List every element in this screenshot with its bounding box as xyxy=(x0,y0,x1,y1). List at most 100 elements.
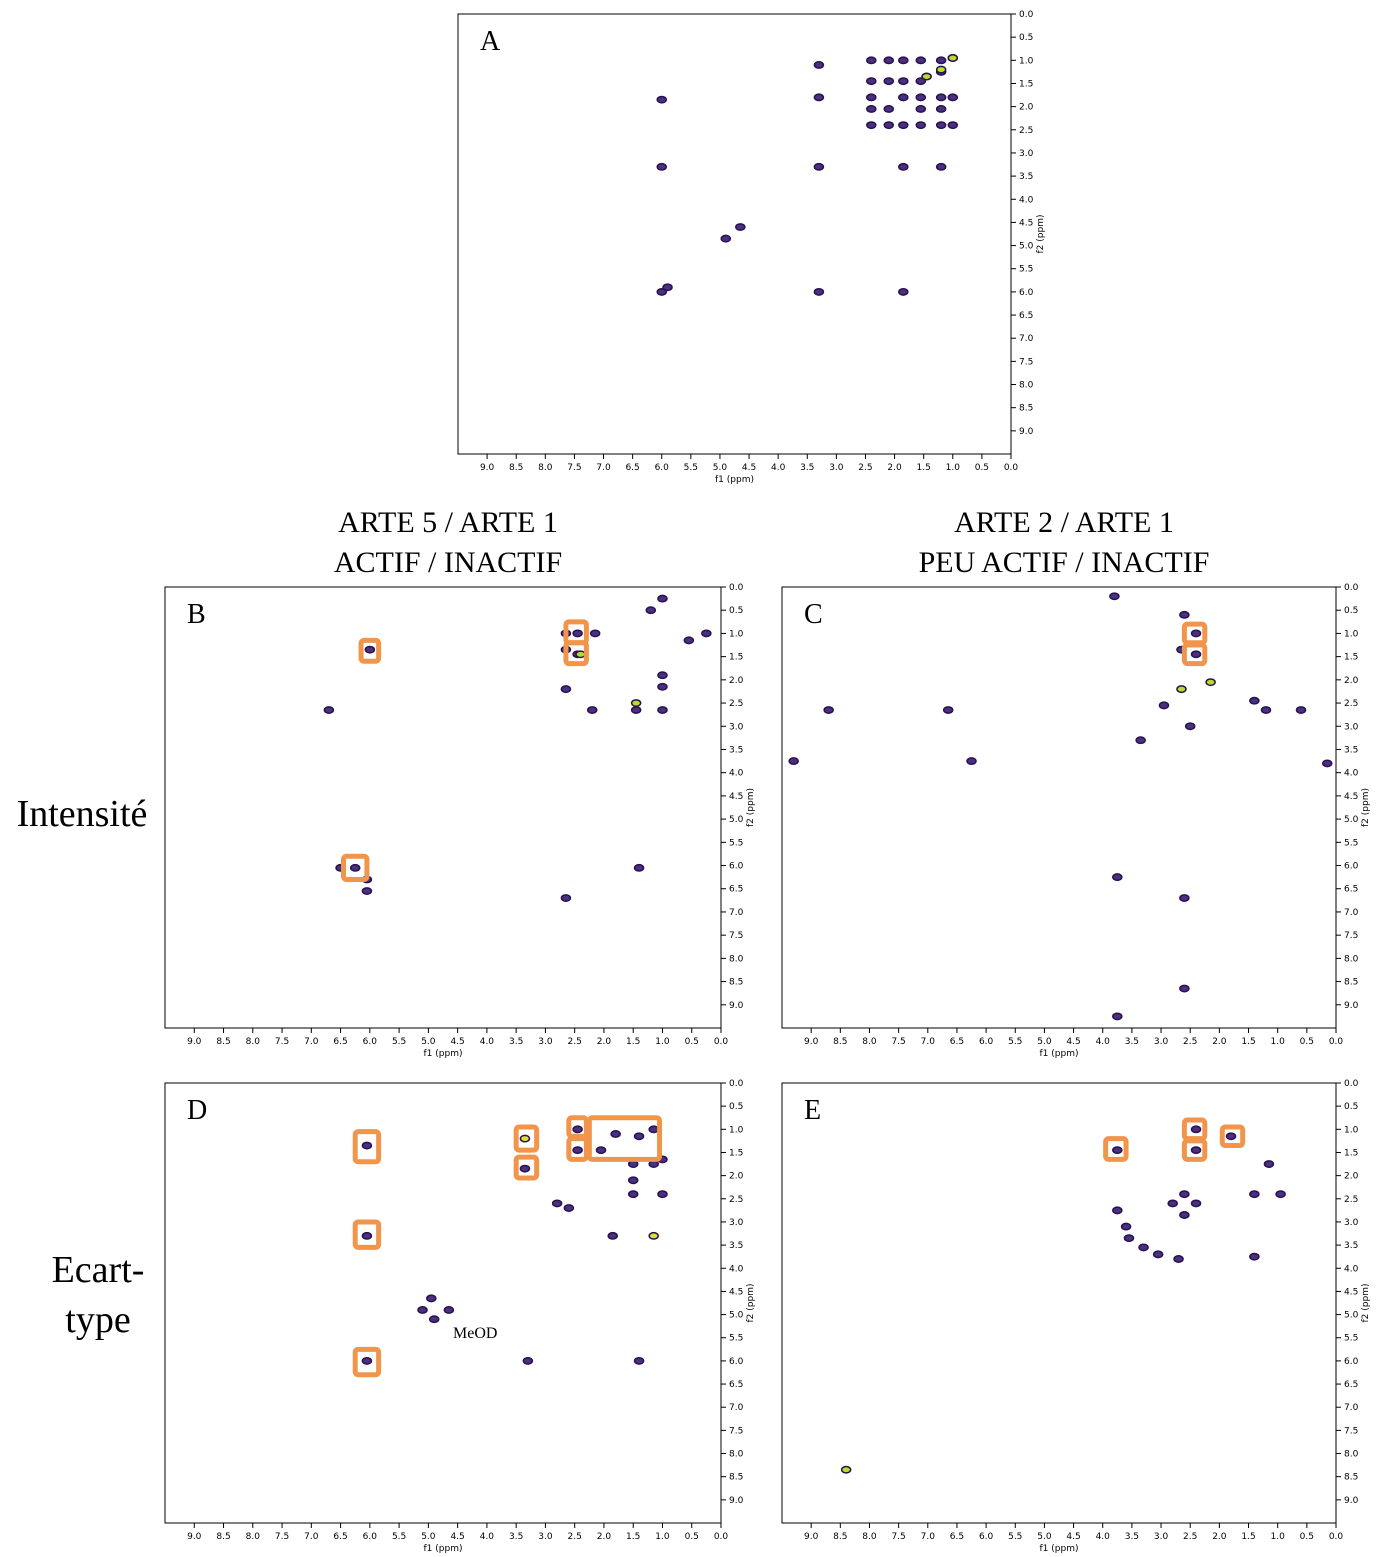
peak xyxy=(1112,873,1123,882)
y-tick-label: 8.5 xyxy=(1344,978,1358,988)
peak xyxy=(426,1294,437,1303)
plot-frame xyxy=(457,13,1012,455)
y-tick-label: 2.0 xyxy=(1344,676,1359,686)
peak xyxy=(866,104,877,113)
x-tick-label: 1.0 xyxy=(655,1037,670,1047)
y-tick-label: 1.5 xyxy=(1344,653,1358,663)
peak xyxy=(935,65,947,74)
peak xyxy=(428,1315,440,1324)
x-axis-label: f1 (ppm) xyxy=(1040,1049,1079,1059)
row-label: Ecart- xyxy=(52,1249,145,1291)
peak xyxy=(813,93,825,102)
highlight-box xyxy=(1103,1136,1129,1162)
x-tick-label: 2.5 xyxy=(1183,1532,1197,1542)
highlight-box xyxy=(352,1129,382,1165)
y-tick-label: 4.0 xyxy=(729,769,744,779)
peak xyxy=(1135,736,1146,745)
peak xyxy=(935,121,947,130)
panel-letter: B xyxy=(187,599,206,630)
peak xyxy=(361,1356,373,1365)
y-tick-label: 6.5 xyxy=(1344,885,1358,895)
x-axis-label: f1 (ppm) xyxy=(424,1049,463,1059)
y-tick-label: 3.0 xyxy=(729,722,744,732)
x-tick-label: 2.0 xyxy=(1212,1037,1227,1047)
peak xyxy=(823,706,834,714)
y-tick-label: 4.5 xyxy=(729,1287,743,1297)
y-tick-label: 3.5 xyxy=(1344,745,1358,755)
y-tick-label: 0.0 xyxy=(729,1079,744,1089)
peak xyxy=(648,1231,659,1240)
x-tick-label: 4.0 xyxy=(480,1037,495,1047)
x-tick-label: 3.5 xyxy=(509,1532,523,1542)
peak xyxy=(1176,685,1187,694)
y-tick-label: 1.0 xyxy=(1344,1125,1359,1135)
peak xyxy=(656,95,667,104)
x-tick-label: 8.0 xyxy=(538,463,553,473)
y-tick-label: 8.5 xyxy=(1019,404,1033,414)
y-tick-label: 5.0 xyxy=(1344,1311,1359,1321)
y-tick-label: 0.5 xyxy=(1019,33,1033,43)
peak xyxy=(1109,592,1120,601)
peak xyxy=(883,104,895,113)
peak xyxy=(1322,759,1333,768)
x-tick-label: 4.0 xyxy=(771,463,786,473)
x-tick-label: 6.0 xyxy=(655,463,670,473)
peak xyxy=(947,54,959,62)
x-tick-label: 0.5 xyxy=(685,1037,699,1047)
x-tick-label: 8.5 xyxy=(216,1037,230,1047)
x-tick-label: 1.5 xyxy=(1241,1532,1255,1542)
x-tick-label: 7.5 xyxy=(275,1532,289,1542)
y-tick-label: 8.0 xyxy=(1344,1450,1359,1460)
y-tick-label: 0.5 xyxy=(1344,1102,1358,1112)
y-tick-label: 0.0 xyxy=(729,583,744,593)
y-axis-label: f2 (ppm) xyxy=(1036,215,1046,254)
x-tick-label: 6.5 xyxy=(625,463,639,473)
x-tick-label: 2.5 xyxy=(568,1532,582,1542)
y-tick-label: 4.0 xyxy=(1019,195,1034,205)
x-tick-label: 1.0 xyxy=(1271,1532,1286,1542)
x-tick-label: 0.0 xyxy=(1004,463,1019,473)
peak xyxy=(607,1231,618,1240)
highlight-box xyxy=(358,637,382,664)
y-tick-label: 8.5 xyxy=(729,1473,743,1483)
plot-frame xyxy=(781,586,1337,1029)
y-tick-label: 1.5 xyxy=(729,653,743,663)
peak xyxy=(1295,706,1307,714)
y-tick-label: 4.0 xyxy=(729,1264,744,1274)
peak xyxy=(1158,701,1170,710)
peak xyxy=(519,1164,531,1173)
peak xyxy=(349,863,361,872)
y-tick-label: 3.0 xyxy=(1019,149,1034,159)
y-tick-label: 5.0 xyxy=(1344,815,1359,825)
x-tick-label: 0.0 xyxy=(1329,1532,1344,1542)
peak xyxy=(898,121,909,130)
x-tick-label: 0.0 xyxy=(714,1532,729,1542)
y-tick-label: 2.5 xyxy=(1019,126,1033,136)
peak xyxy=(656,162,667,171)
y-tick-label: 4.5 xyxy=(1019,218,1033,228)
peak xyxy=(947,121,959,130)
y-tick-label: 7.0 xyxy=(1019,334,1034,344)
x-tick-label: 4.0 xyxy=(1096,1037,1111,1047)
peak xyxy=(898,77,909,86)
y-tick-label: 0.5 xyxy=(1344,606,1358,616)
panel: B 9.0 8.5 8.0 7.5 7.0 6.5 6.0 5.5 5.0 4.5 4.0 3.5 3.0… xyxy=(164,583,756,1059)
x-tick-label: 9.0 xyxy=(480,463,495,473)
peak xyxy=(866,93,877,102)
x-tick-label: 9.0 xyxy=(187,1532,202,1542)
peak xyxy=(657,682,668,691)
y-tick-label: 1.0 xyxy=(729,629,744,639)
y-tick-label: 6.0 xyxy=(1344,1357,1359,1367)
peak xyxy=(898,287,909,296)
y-tick-label: 1.0 xyxy=(1019,56,1034,66)
x-tick-label: 7.0 xyxy=(304,1532,319,1542)
y-tick-label: 5.5 xyxy=(1019,265,1033,275)
peak xyxy=(1225,1132,1237,1141)
annotation: MeOD xyxy=(453,1325,497,1342)
x-tick-label: 3.0 xyxy=(1154,1037,1169,1047)
peak xyxy=(443,1305,455,1314)
x-tick-label: 6.0 xyxy=(363,1532,378,1542)
y-axis-label: f2 (ppm) xyxy=(1361,1284,1371,1323)
peak xyxy=(1190,1146,1202,1155)
y-tick-label: 2.0 xyxy=(729,676,744,686)
